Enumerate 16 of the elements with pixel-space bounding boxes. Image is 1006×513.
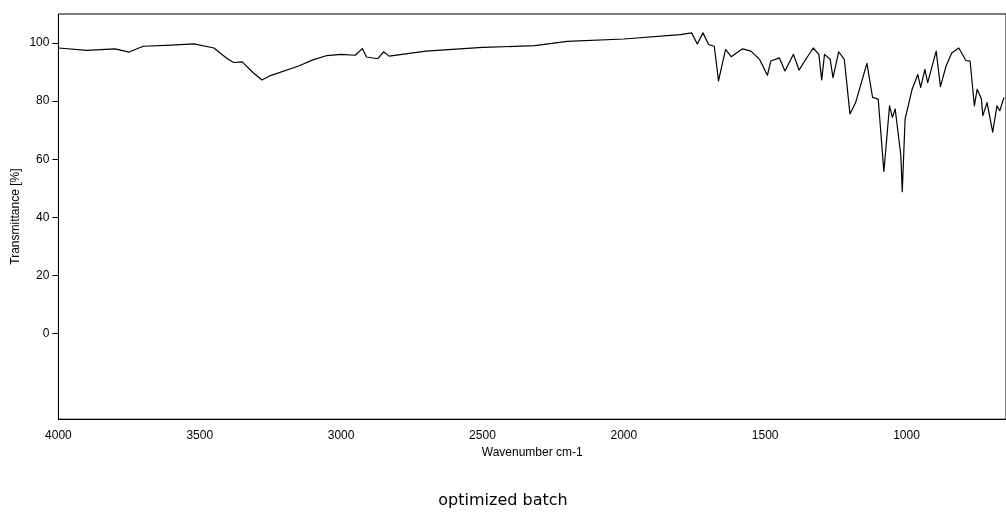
text: optimized batch [437,490,569,509]
y-tick-label: 100 [29,35,50,50]
x-tick-label: 4000 [45,427,73,442]
x-axis-title: Wavenumber cm-1 [481,445,583,460]
x-tick-label: 3500 [186,427,214,442]
x-tick-label: 1000 [893,427,921,442]
y-axis-title: Transmittance [%] [7,168,22,265]
x-tick-label: 3000 [327,427,355,442]
y-tick-label: 60 [36,151,50,166]
y-tick-label: 20 [36,267,50,282]
y-tick-label: 80 [36,93,50,108]
y-tick-label: 0 [42,325,50,340]
x-tick-label: 2000 [610,427,638,442]
x-tick-label: 2500 [469,427,497,442]
y-tick-label: 40 [36,209,50,224]
x-tick-label: 1500 [751,427,779,442]
